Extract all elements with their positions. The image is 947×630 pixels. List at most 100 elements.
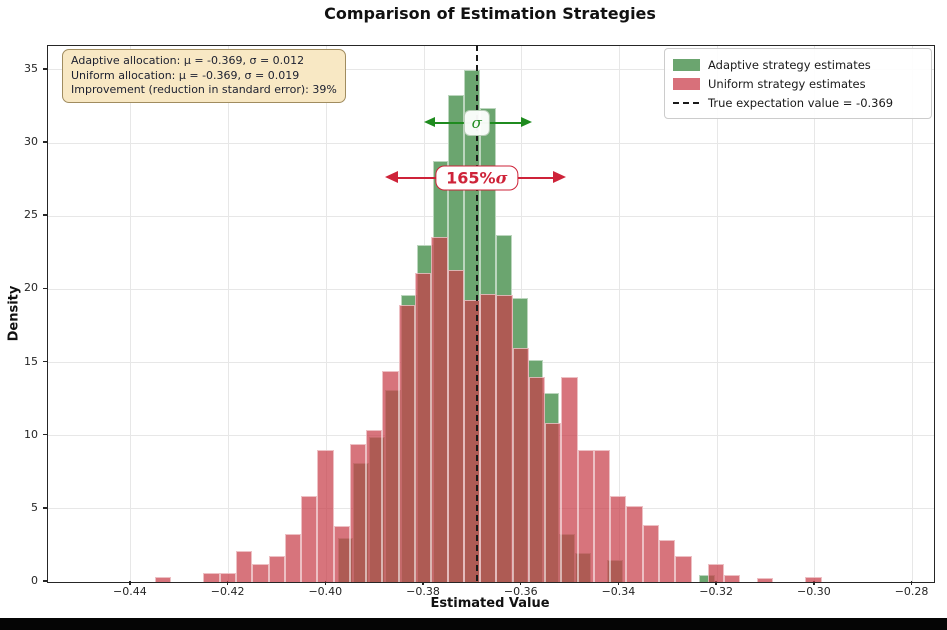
legend: Adaptive strategy estimates Uniform stra… [664,48,932,119]
x-axis-label: Estimated Value [430,596,550,611]
histogram-bar-uniform [398,305,415,582]
y-tick-mark [43,214,47,216]
y-tick-label: 0 [31,574,38,587]
histogram-bar-uniform [528,377,546,582]
x-tick-label: −0.44 [113,585,147,598]
x-tick-label: −0.40 [308,585,343,598]
uniform-sigma-arrow-left-head [384,171,398,184]
x-tick-mark [813,581,815,585]
x-tick-label: −0.30 [796,585,831,598]
histogram-bar-uniform [626,505,643,582]
legend-item-true-value: True expectation value = -0.369 [673,93,923,112]
y-tick-mark [43,507,47,509]
stats-line-adaptive: Adaptive allocation: μ = -0.369, σ = 0.0… [71,54,305,67]
legend-label-true-value: True expectation value = -0.369 [708,95,894,110]
histogram-bar-uniform [317,450,334,582]
red-patch-icon [673,77,700,90]
y-tick-label: 15 [24,354,38,368]
x-tick-label: −0.34 [601,585,636,598]
sigma-annotation-label: σ [463,109,490,136]
histogram-bar-uniform [447,270,464,582]
x-tick-mark [520,581,522,585]
legend-label-uniform: Uniform strategy estimates [708,76,866,91]
y-tick-mark [43,433,47,436]
x-tick-mark [324,581,326,585]
stats-line-uniform: Uniform allocation: μ = -0.369, σ = 0.01… [71,68,300,82]
y-gridline [48,69,934,71]
histogram-bar-uniform [382,371,399,582]
x-tick-mark [226,581,229,585]
histogram-bar-uniform [284,533,302,582]
dashed-line-icon [673,101,700,104]
histogram-bar-uniform [707,564,725,582]
legend-item-uniform: Uniform strategy estimates [673,74,923,93]
histogram-bar-uniform [154,576,171,582]
x-tick-label: −0.38 [406,585,440,598]
x-gridline [814,46,816,582]
histogram-bar-uniform [805,576,822,582]
y-tick-label: 5 [31,500,38,514]
histogram-bar-uniform [236,551,253,582]
histogram-bar-uniform [756,577,773,582]
histogram-bar-uniform [431,236,448,582]
x-gridline [716,46,718,582]
histogram-bar-uniform [480,293,497,582]
x-tick-mark [715,581,717,585]
histogram-bar-uniform [512,347,529,582]
y-tick-mark [43,141,47,143]
stats-line-improvement: Improvement (reduction in standard error… [71,83,337,97]
x-tick-label: −0.28 [894,585,929,598]
x-tick-label: −0.36 [503,585,538,598]
histogram-bar-uniform [593,450,611,582]
y-tick-mark [43,580,47,582]
y-tick-label: 10 [24,427,38,441]
y-tick-mark [43,360,47,363]
x-tick-mark [910,581,913,585]
histogram-bar-uniform [268,555,285,582]
y-tick-label: 20 [24,281,38,295]
x-gridline [228,46,230,582]
green-patch-icon [673,58,700,71]
histogram-bar-uniform [301,495,318,582]
histogram-bar-uniform [724,575,741,582]
histogram-bar-uniform [659,539,676,582]
y-tick-mark [43,287,47,290]
y-tick-label: 35 [24,61,38,75]
y-tick-mark [43,68,47,70]
sigma-arrow-left-head [424,117,436,128]
screen-bottom-strip [0,618,947,630]
histogram-bar-uniform [349,444,367,582]
histogram-bar-uniform [675,555,692,582]
histogram-bar-uniform [219,573,237,582]
sigma-glyph: σ [495,168,508,188]
y-tick-label: 30 [24,135,38,148]
x-gridline [325,46,327,582]
legend-item-adaptive: Adaptive strategy estimates [673,55,923,74]
x-tick-mark [129,581,131,585]
histogram-bar-uniform [577,450,594,582]
histogram-bar-uniform [545,422,562,582]
x-tick-mark [422,581,424,585]
histogram-bar-uniform [203,573,220,582]
histogram-bar-uniform [366,429,383,582]
x-gridline [130,46,132,582]
plot-area [47,45,935,583]
histogram-bar-uniform [610,495,627,582]
x-gridline [618,46,620,582]
legend-label-adaptive: Adaptive strategy estimates [708,57,871,72]
sigma-arrow-right-head [520,117,532,128]
y-tick-label: 25 [24,208,38,222]
x-tick-label: −0.32 [699,585,733,598]
histogram-bar-uniform [561,377,578,582]
x-gridline [912,46,914,582]
x-tick-label: −0.42 [210,585,245,598]
histogram-bar-uniform [496,295,513,582]
uniform-sigma-annotation-label: 165%σ [435,165,519,191]
uniform-sigma-arrow-right-head [553,171,567,184]
true-value-line [475,45,478,581]
histogram-bar-uniform [333,526,350,582]
chart-title: Comparison of Estimation Strategies [324,4,656,23]
histogram-bar-uniform [642,524,659,582]
histogram-bar-uniform [252,564,269,582]
x-tick-mark [617,581,620,585]
